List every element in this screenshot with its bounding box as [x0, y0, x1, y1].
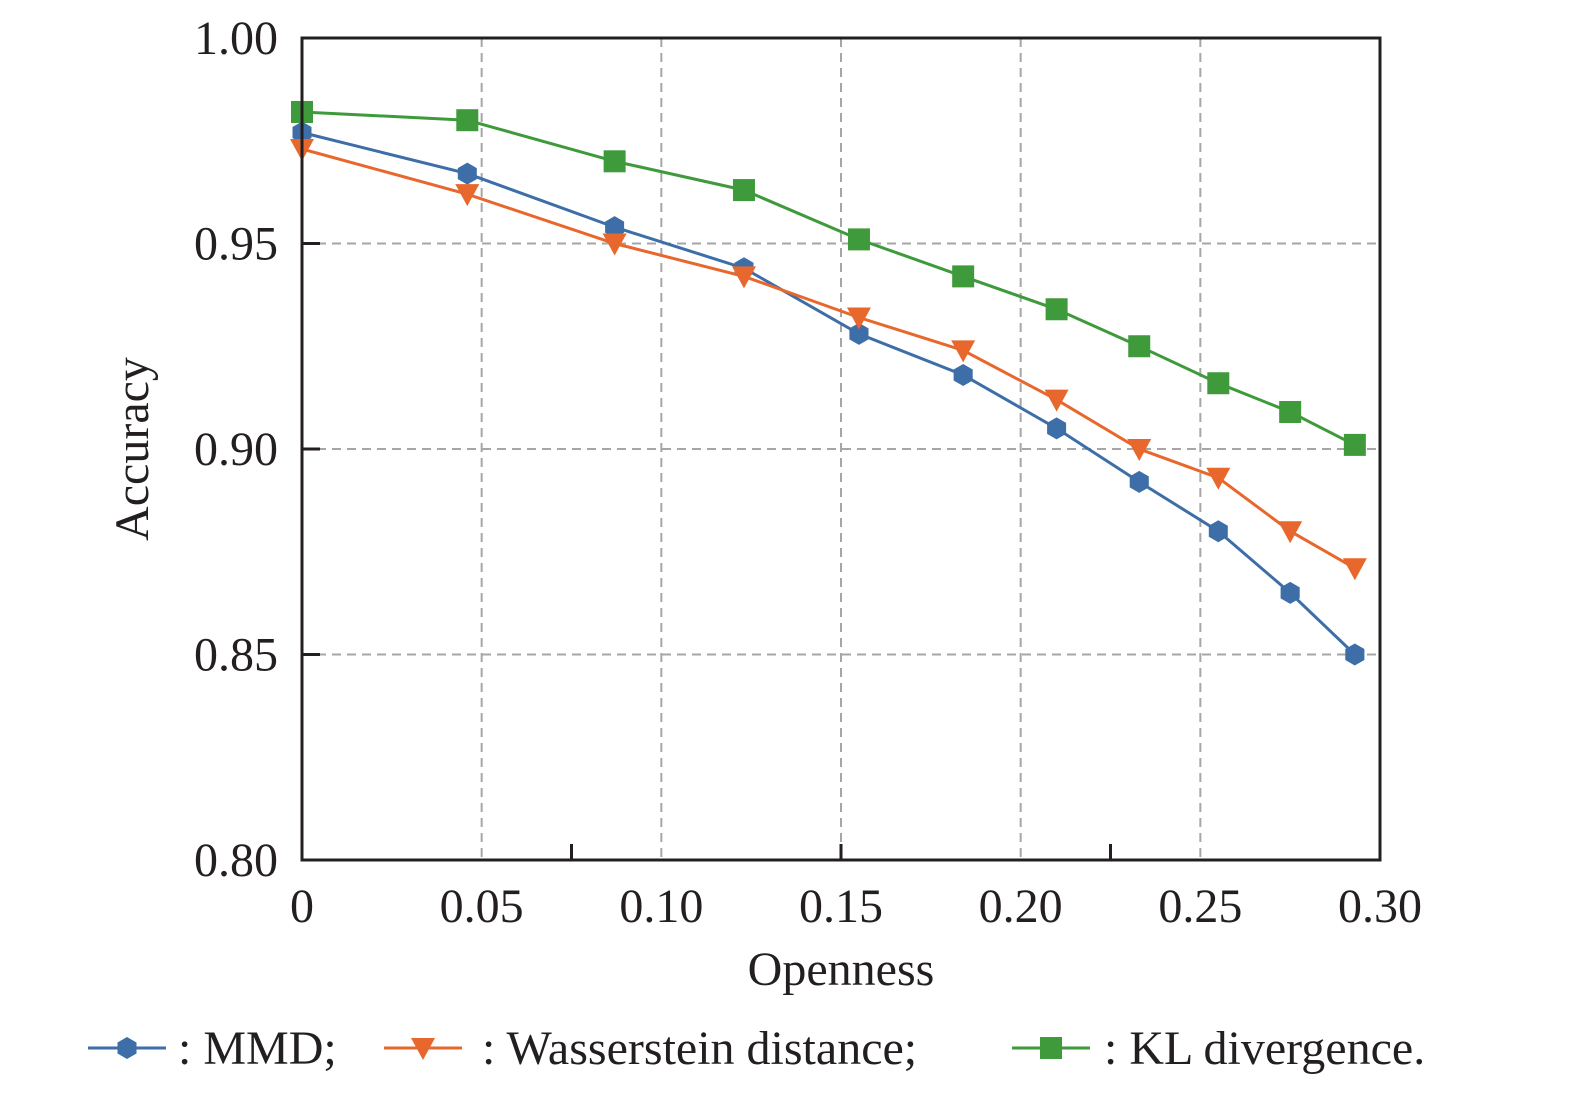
- x-tick-label: 0.15: [799, 880, 883, 933]
- y-tick-labels: 0.80 0.85 0.90 0.95 1.00: [194, 12, 278, 887]
- data-point: [605, 216, 625, 239]
- x-tick-labels: 0 0.05 0.10 0.15 0.20 0.25 0.30: [290, 880, 1422, 933]
- legend-marker: [1040, 1037, 1062, 1059]
- data-point: [1207, 372, 1230, 395]
- data-point: [455, 184, 480, 207]
- data-point: [1129, 470, 1149, 493]
- data-point: [1342, 558, 1367, 581]
- series-line: [301, 147, 1356, 570]
- legend-item: : KL divergence.: [1012, 1022, 1425, 1075]
- data-point: [1208, 520, 1228, 543]
- series-mmd: [292, 121, 1365, 666]
- data-point: [1127, 439, 1152, 461]
- data-point: [951, 340, 976, 363]
- data-point: [1045, 298, 1068, 321]
- data-point: [603, 150, 626, 173]
- data-point: [456, 109, 479, 132]
- data-point: [953, 364, 973, 386]
- axis-ticks: [302, 242, 1112, 860]
- series-group: [290, 100, 1367, 666]
- data-point: [1279, 401, 1302, 424]
- y-axis-label: Accuracy: [106, 357, 159, 541]
- data-point: [602, 233, 627, 256]
- series-kl-divergence: [291, 100, 1366, 456]
- y-tick-label: 0.90: [194, 423, 278, 476]
- data-point: [1343, 433, 1366, 456]
- legend-item: : MMD;: [88, 1022, 337, 1075]
- legend: : MMD; : Wasserstein distance; : KL diverg…: [88, 1022, 1425, 1075]
- data-point: [1047, 417, 1067, 440]
- x-tick-label: 0.25: [1158, 880, 1242, 933]
- legend-marker: [117, 1037, 137, 1059]
- x-axis-label: Openness: [748, 943, 935, 996]
- y-tick-label: 1.00: [194, 12, 278, 65]
- x-tick-label: 0.30: [1338, 880, 1422, 933]
- data-point: [732, 179, 755, 202]
- legend-marker: [411, 1038, 435, 1060]
- data-point: [847, 228, 870, 251]
- data-point: [457, 162, 477, 185]
- grid-lines: [302, 38, 1380, 860]
- legend-item: : Wasserstein distance;: [384, 1022, 917, 1075]
- data-point: [846, 307, 871, 330]
- data-point: [1345, 643, 1365, 666]
- legend-label: : KL divergence.: [1104, 1022, 1425, 1075]
- y-tick-label: 0.80: [194, 834, 278, 887]
- x-tick-label: 0.10: [619, 880, 703, 933]
- y-tick-label: 0.85: [194, 629, 278, 682]
- x-tick-label: 0: [290, 880, 314, 933]
- series-line: [301, 110, 1356, 447]
- series-line: [301, 131, 1356, 656]
- x-tick-label: 0.20: [979, 880, 1063, 933]
- data-point: [1280, 581, 1300, 604]
- data-point: [731, 266, 756, 289]
- data-point: [1278, 521, 1303, 544]
- data-point: [849, 322, 869, 345]
- legend-label: : MMD;: [178, 1022, 337, 1075]
- legend-label: : Wasserstein distance;: [482, 1022, 917, 1075]
- data-point: [1044, 389, 1069, 412]
- y-tick-label: 0.95: [194, 218, 278, 271]
- data-point: [952, 265, 975, 288]
- data-point: [1206, 467, 1231, 490]
- data-point: [1128, 335, 1151, 358]
- x-tick-label: 0.05: [440, 880, 524, 933]
- series-wasserstein-distance: [290, 138, 1367, 581]
